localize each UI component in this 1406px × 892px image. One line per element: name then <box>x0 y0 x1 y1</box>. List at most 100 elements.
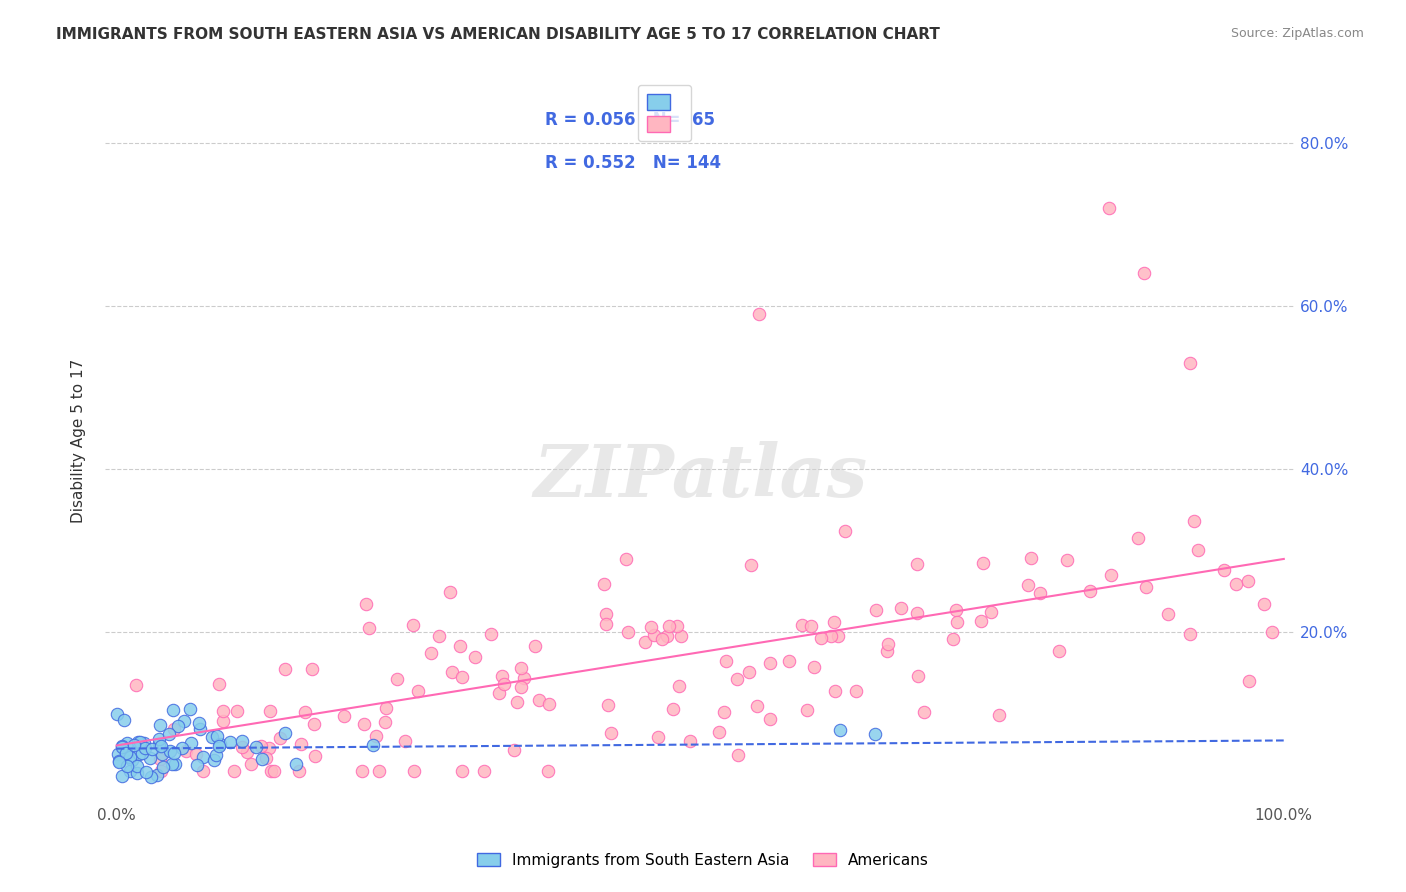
Point <box>472 764 495 778</box>
Point <box>357 621 380 635</box>
Point <box>827 629 849 643</box>
Point <box>834 524 856 539</box>
Point <box>1225 576 1247 591</box>
Point <box>163 722 186 736</box>
Point <box>810 631 832 645</box>
Point <box>759 712 782 726</box>
Point <box>162 703 184 717</box>
Point <box>420 646 443 660</box>
Point <box>1135 580 1157 594</box>
Point <box>440 665 463 680</box>
Point <box>173 714 195 729</box>
Point <box>980 605 1002 619</box>
Point <box>222 764 245 778</box>
Point <box>1128 531 1150 545</box>
Point <box>294 705 316 719</box>
Point <box>614 552 637 566</box>
Point <box>972 557 994 571</box>
Point <box>157 727 180 741</box>
Point <box>368 764 391 778</box>
Point <box>205 748 228 763</box>
Point <box>375 700 398 714</box>
Point <box>1047 644 1070 658</box>
Point <box>905 606 928 620</box>
Point <box>250 739 273 753</box>
Point <box>599 726 621 740</box>
Point <box>1029 586 1052 600</box>
Point <box>152 760 174 774</box>
Point <box>187 715 209 730</box>
Point <box>640 620 662 634</box>
Point <box>651 632 673 646</box>
Point <box>115 746 138 760</box>
Point <box>231 740 253 755</box>
Point <box>350 764 373 778</box>
Point <box>725 673 748 687</box>
Point <box>1180 627 1202 641</box>
Point <box>208 738 231 752</box>
Point <box>1237 674 1260 689</box>
Point <box>159 744 181 758</box>
Point <box>125 765 148 780</box>
Point <box>824 683 846 698</box>
Point <box>274 725 297 739</box>
Point <box>669 629 692 643</box>
Point <box>112 713 135 727</box>
Point <box>1098 201 1121 215</box>
Point <box>449 639 471 653</box>
Point <box>1261 624 1284 639</box>
Point <box>877 638 900 652</box>
Point <box>505 695 527 709</box>
Point <box>643 628 665 642</box>
Point <box>1099 567 1122 582</box>
Point <box>219 735 242 749</box>
Point <box>865 602 887 616</box>
Point <box>208 677 231 691</box>
Point <box>792 618 814 632</box>
Point <box>942 632 965 646</box>
Point <box>778 655 800 669</box>
Point <box>208 739 231 753</box>
Point <box>332 708 354 723</box>
Point <box>488 686 510 700</box>
Point <box>290 737 312 751</box>
Point <box>404 764 426 778</box>
Point <box>115 759 138 773</box>
Point <box>188 722 211 736</box>
Point <box>385 672 408 686</box>
Point <box>284 757 307 772</box>
Point <box>254 751 277 765</box>
Point <box>759 656 782 670</box>
Point <box>176 744 198 758</box>
Point <box>163 746 186 760</box>
Point <box>1157 607 1180 622</box>
Point <box>118 749 141 764</box>
Point <box>354 598 377 612</box>
Text: R = 0.552   N= 144: R = 0.552 N= 144 <box>546 154 721 172</box>
Point <box>111 739 134 754</box>
Point <box>150 747 173 761</box>
Point <box>263 764 285 778</box>
Point <box>830 723 852 738</box>
Point <box>132 736 155 750</box>
Point <box>747 699 769 714</box>
Point <box>287 764 309 778</box>
Point <box>225 704 247 718</box>
Point <box>439 585 461 599</box>
Point <box>727 748 749 763</box>
Point <box>529 693 551 707</box>
Point <box>402 618 425 632</box>
Point <box>139 770 162 784</box>
Point <box>205 730 228 744</box>
Point <box>820 629 842 643</box>
Point <box>451 764 474 778</box>
Point <box>128 735 150 749</box>
Point <box>1078 584 1101 599</box>
Point <box>148 732 170 747</box>
Point <box>796 703 818 717</box>
Point <box>946 615 969 629</box>
Point <box>202 753 225 767</box>
Point <box>364 729 387 743</box>
Point <box>657 629 679 643</box>
Point <box>167 719 190 733</box>
